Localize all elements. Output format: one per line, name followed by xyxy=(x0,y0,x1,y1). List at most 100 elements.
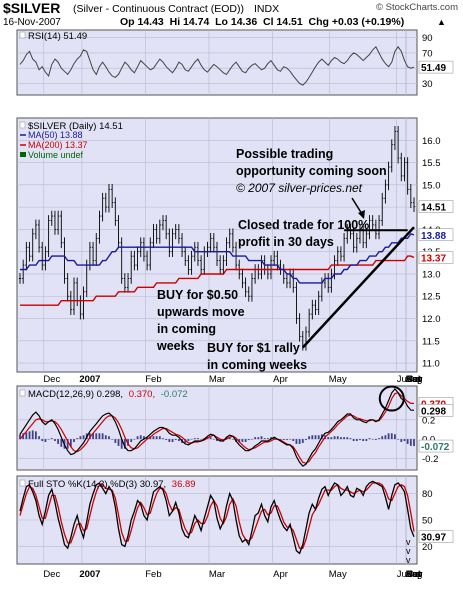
macd-hist-bar xyxy=(247,439,250,441)
macd-hist-bar xyxy=(108,436,110,440)
macd-hist-bar xyxy=(120,439,123,449)
price-legend-volume: Volume undef xyxy=(28,150,84,160)
price-tick-7: 12.5 xyxy=(422,292,441,303)
x-label-nov: Nov xyxy=(406,569,423,580)
sto-tag-0: 30.97 xyxy=(421,533,446,544)
macd-legend-main: MACD(12,26,9) 0.298, xyxy=(28,389,123,400)
macd-hist-bar xyxy=(114,439,117,443)
macd-hist-bar xyxy=(57,439,60,444)
price-legend-symbol: $SILVER (Daily) 14.51 xyxy=(28,121,123,132)
macd-hist-bar xyxy=(317,435,320,440)
macd-hist-bar xyxy=(359,439,361,441)
macd-hist-bar xyxy=(336,436,339,440)
macd-hist-bar xyxy=(231,439,234,440)
price-legend-ma50: MA(50) 13.88 xyxy=(28,130,83,140)
macd-hist-bar xyxy=(89,433,91,440)
macd-signal-line xyxy=(19,392,414,464)
macd-hist-bar xyxy=(349,438,352,440)
uptrend-line xyxy=(301,226,415,349)
macd-hist-bar xyxy=(177,439,180,442)
macd-hist-bar xyxy=(308,436,311,440)
macd-hist-bar xyxy=(273,437,276,440)
macd-hist-bar xyxy=(104,435,107,440)
sto-tick-2: 20 xyxy=(422,542,433,553)
x-label-may: May xyxy=(329,569,347,580)
scroll-marker-0: v xyxy=(406,537,411,547)
annotation-upwards-move: upwards move xyxy=(157,305,245,319)
macd-hist-bar xyxy=(251,439,253,440)
macd-hist-bar xyxy=(219,439,222,442)
macd-hist-bar xyxy=(66,439,69,449)
rsi-tick-1: 70 xyxy=(422,48,433,59)
macd-hist-bar xyxy=(289,439,291,440)
price-tag-ma50: 13.88 xyxy=(421,231,446,242)
macd-tick-0: 0.2 xyxy=(422,415,435,426)
macd-hist-bar xyxy=(286,439,288,441)
price-bars xyxy=(18,126,416,351)
price-tick-0: 16.0 xyxy=(422,136,441,147)
macd-hist-bar xyxy=(244,439,247,442)
scroll-markers: vvv xyxy=(406,537,411,565)
x-label-apr: Apr xyxy=(273,569,288,580)
macd-hist-bar xyxy=(403,439,406,442)
stoch-k-line xyxy=(19,480,415,555)
chart-description: (Silver - Continuous Contract (EOD)) xyxy=(73,3,244,15)
macd-crossover-circle xyxy=(378,385,405,412)
x-label-jun: Jun xyxy=(397,374,412,385)
macd-hist-bar xyxy=(133,439,136,440)
macd-hist-bar xyxy=(282,439,285,441)
macd-hist-bar xyxy=(76,438,79,440)
macd-hist-bar xyxy=(200,439,203,440)
macd-tick-2: -0.2 xyxy=(422,454,438,465)
macd-hist-bar xyxy=(209,437,212,440)
macd-hist-bar xyxy=(171,439,174,442)
price-tag-ma200-box xyxy=(418,251,454,264)
macd-hist-bar xyxy=(174,439,177,441)
rsi-last-value: 51.49 xyxy=(421,63,446,74)
macd-tag-2: -0.072 xyxy=(421,442,450,453)
macd-line xyxy=(19,387,415,467)
x-label-2007: 2007 xyxy=(79,374,100,385)
price-legend-ma200: MA(200) 13.37 xyxy=(28,140,88,150)
macd-tag-2-box xyxy=(418,439,454,453)
macd-hist-bar xyxy=(162,438,164,440)
macd-hist-bar xyxy=(184,439,187,443)
macd-hist-bar xyxy=(111,439,114,440)
quote-line: Op 14.43 Hi 14.74 Lo 14.36 Cl 14.51 Chg … xyxy=(120,16,404,28)
quote-up-marker-icon: ▲ xyxy=(437,17,446,27)
annotation-weeks: weeks xyxy=(156,339,195,353)
x-label-may: May xyxy=(329,374,347,385)
macd-hist-bar xyxy=(143,436,145,440)
price-tick-10: 11.0 xyxy=(422,359,440,370)
macd-legend-histogram: -0.072 xyxy=(161,389,188,400)
macd-hist-bar xyxy=(22,433,25,440)
rsi-tick-0: 90 xyxy=(422,33,433,44)
macd-hist-bar xyxy=(123,439,126,449)
macd-hist-bar xyxy=(92,433,94,440)
x-label-aug: Aug xyxy=(406,569,423,580)
price-tag-price: 14.51 xyxy=(421,203,446,214)
macd-hist-bar xyxy=(60,439,63,447)
stockcharts-watermark: © StockCharts.com xyxy=(376,2,458,13)
x-label-apr: Apr xyxy=(273,374,288,385)
macd-hist-bar xyxy=(168,439,171,442)
ma50-line xyxy=(20,233,415,284)
macd-hist-bar xyxy=(127,439,129,446)
ma200-line xyxy=(20,255,415,306)
stochastic-legend: Full STO %K(14,3) %D(3) 30.97, 36.89 xyxy=(19,479,196,490)
x-label-dec: Dec xyxy=(43,569,60,580)
macd-legend: MACD(12,26,9) 0.298, 0.370, -0.072 xyxy=(19,389,188,400)
macd-hist-bar xyxy=(190,439,193,440)
macd-hist-bar xyxy=(241,439,244,442)
scroll-marker-2: v xyxy=(406,555,411,565)
macd-hist-bar xyxy=(158,436,161,440)
macd-hist-bar xyxy=(394,434,396,440)
macd-hist-bar xyxy=(197,438,199,440)
macd-hist-bar xyxy=(152,436,155,440)
x-label-sep: Sep xyxy=(406,569,423,580)
macd-hist-bar xyxy=(98,433,101,440)
annotation-possible-trading: Possible trading xyxy=(236,147,333,161)
macd-hist-bar xyxy=(28,431,31,440)
macd-hist-bar xyxy=(352,439,355,442)
